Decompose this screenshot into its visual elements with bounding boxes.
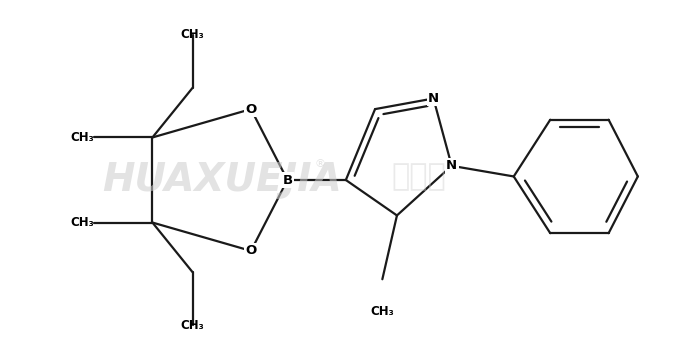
Text: 化学加: 化学加 xyxy=(391,162,446,191)
Text: ®: ® xyxy=(315,159,326,170)
Text: O: O xyxy=(245,103,257,116)
Text: O: O xyxy=(245,244,257,257)
Text: B: B xyxy=(282,174,292,186)
Text: CH₃: CH₃ xyxy=(71,131,94,144)
Text: N: N xyxy=(428,92,439,105)
Text: N: N xyxy=(446,159,457,172)
Text: CH₃: CH₃ xyxy=(71,216,94,229)
Text: CH₃: CH₃ xyxy=(370,305,394,318)
Text: CH₃: CH₃ xyxy=(180,319,204,332)
Text: HUAXUEJIA: HUAXUEJIA xyxy=(102,161,342,199)
Text: CH₃: CH₃ xyxy=(180,28,204,41)
